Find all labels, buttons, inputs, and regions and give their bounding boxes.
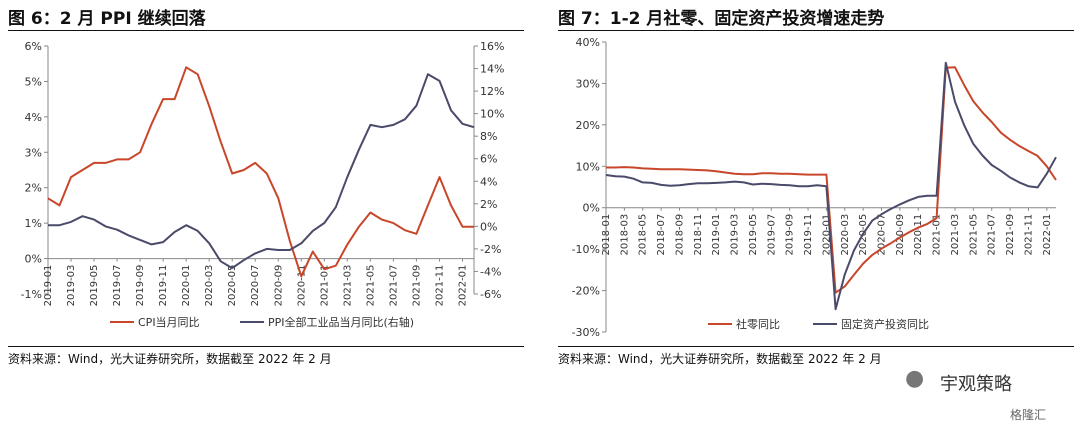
- y-tick-label-left: 30%: [576, 77, 600, 90]
- y-tick-label-left: 2%: [25, 182, 42, 195]
- y-tick-label-right: 12%: [480, 85, 504, 98]
- legend-label: 固定资产投资同比: [841, 317, 929, 331]
- chart-title: 图 6：2 月 PPI 继续回落: [8, 9, 206, 29]
- x-tick-label: 2021-11: [434, 265, 445, 307]
- x-tick-label: 2021-07: [388, 265, 399, 307]
- chart-panel-retail-fai: 图 7：1-2 月社零、固定资产投资增速走势 -30% -20% -10% 0% 10%…: [548, 0, 1080, 431]
- x-tick-label: 2019-01: [43, 265, 54, 307]
- x-tick-label: 2020-03: [204, 265, 215, 307]
- watermark-brand: 宇观策略: [940, 374, 1012, 395]
- source-rule: [558, 346, 1074, 347]
- retail-fai-chart: -30% -20% -10% 0% 10% 20% 30% 40% 2018-01 2018-03…: [572, 36, 1057, 339]
- ppi-chart: -1% 0% 1% 2% 3% 4% 5% 6% -6% -4% -2% 0% 2% 4% 6% 8% 10% 1…: [21, 40, 505, 329]
- source-note: 资料来源：Wind，光大证券研究所，数据截至 2022 年 2 月: [8, 352, 332, 366]
- x-tick-label: 2020-03: [840, 214, 851, 256]
- y-tick-label-right: 6%: [480, 153, 497, 166]
- x-tick-label: 2019-11: [158, 265, 169, 307]
- y-tick-label-left: 6%: [25, 40, 42, 53]
- y-tick-label-left: -30%: [572, 326, 600, 339]
- x-tick-label: 2021-09: [1005, 214, 1016, 256]
- legend-label: PPI全部工业品当月同比(右轴): [268, 315, 414, 329]
- chart-title: 图 7：1-2 月社零、固定资产投资增速走势: [558, 9, 885, 29]
- y-tick-label-right: 10%: [480, 108, 504, 121]
- y-tick-label-right: 2%: [480, 198, 497, 211]
- x-tick-label: 2020-05: [227, 265, 238, 307]
- x-tick-label: 2021-01: [319, 265, 330, 307]
- x-tick-label: 2018-03: [619, 214, 630, 256]
- title-rule: [558, 30, 1074, 31]
- legend-label: 社零同比: [736, 317, 780, 331]
- y-tick-label-right: 14%: [480, 63, 504, 76]
- x-tick-label: 2019-03: [66, 265, 77, 307]
- y-tick-label-left: 1%: [25, 217, 42, 230]
- x-tick-label: 2021-03: [342, 265, 353, 307]
- x-tick-label: 2020-09: [895, 214, 906, 256]
- legend-label: CPI当月同比: [138, 315, 200, 329]
- x-tick-label: 2018-09: [674, 214, 685, 256]
- series-line: [605, 61, 1057, 311]
- y-tick-label-left: 4%: [25, 111, 42, 124]
- x-tick-label: 2019-07: [766, 214, 777, 256]
- title-rule: [8, 30, 524, 31]
- x-tick-label: 2019-11: [803, 214, 814, 256]
- series-line: [47, 66, 474, 278]
- series-line: [48, 73, 475, 270]
- x-tick-label: 2020-01: [181, 265, 192, 307]
- y-tick-label-left: -1%: [21, 288, 42, 301]
- chart-panel-ppi: 图 6：2 月 PPI 继续回落 -1% 0% 1% 2% 3% 4% 5% 6% -6% -4%…: [0, 0, 530, 431]
- y-tick-label-left: 3%: [25, 146, 42, 159]
- x-tick-label: 2021-05: [365, 265, 376, 307]
- x-tick-label: 2018-11: [693, 214, 704, 256]
- x-tick-label: 2020-11: [296, 265, 307, 307]
- y-tick-label-left: 20%: [576, 119, 600, 132]
- y-tick-label-left: -20%: [572, 285, 600, 298]
- y-tick-label-right: 8%: [480, 130, 497, 143]
- x-tick-label: 2020-01: [821, 214, 832, 256]
- series-line: [606, 66, 1057, 294]
- wechat-icon: ●: [905, 366, 925, 391]
- y-tick-label-left: 40%: [576, 36, 600, 49]
- y-tick-label-left: -10%: [572, 243, 600, 256]
- source-rule: [8, 346, 524, 347]
- x-tick-label: 2018-01: [601, 214, 612, 256]
- y-tick-label-right: 4%: [480, 175, 497, 188]
- x-tick-label: 2018-07: [656, 214, 667, 256]
- y-tick-label-right: -2%: [480, 243, 501, 256]
- source-note: 资料来源：Wind，光大证券研究所，数据截至 2022 年 2 月: [558, 352, 882, 366]
- x-tick-label: 2019-07: [112, 265, 123, 307]
- x-tick-label: 2021-09: [411, 265, 422, 307]
- x-tick-label: 2022-01: [1042, 214, 1053, 256]
- y-tick-label-right: -4%: [480, 265, 501, 278]
- x-tick-label: 2020-09: [273, 265, 284, 307]
- x-tick-label: 2020-11: [913, 214, 924, 256]
- watermark: ●: [905, 366, 924, 391]
- x-tick-label: 2021-11: [1023, 214, 1034, 256]
- y-tick-label-left: 0%: [583, 202, 600, 215]
- x-tick-label: 2020-07: [250, 265, 261, 307]
- x-tick-label: 2019-09: [785, 214, 796, 256]
- x-tick-label: 2020-07: [877, 214, 888, 256]
- x-tick-label: 2019-05: [748, 214, 759, 256]
- x-tick-label: 2019-05: [89, 265, 100, 307]
- x-tick-label: 2021-03: [950, 214, 961, 256]
- x-tick-label: 2022-01: [457, 265, 468, 307]
- y-tick-label-left: 10%: [576, 160, 600, 173]
- x-tick-label: 2018-05: [638, 214, 649, 256]
- x-tick-label: 2019-03: [730, 214, 741, 256]
- y-tick-label-right: -6%: [480, 288, 501, 301]
- x-tick-label: 2021-01: [932, 214, 943, 256]
- y-tick-label-right: 0%: [480, 220, 497, 233]
- y-tick-label-left: 5%: [25, 75, 42, 88]
- x-tick-label: 2019-01: [711, 214, 722, 256]
- y-tick-label-left: 0%: [25, 253, 42, 266]
- x-tick-label: 2021-07: [987, 214, 998, 256]
- watermark-badge: 格隆汇: [1010, 408, 1047, 422]
- x-tick-label: 2019-09: [135, 265, 146, 307]
- x-tick-label: 2021-05: [968, 214, 979, 256]
- y-tick-label-right: 16%: [480, 40, 504, 53]
